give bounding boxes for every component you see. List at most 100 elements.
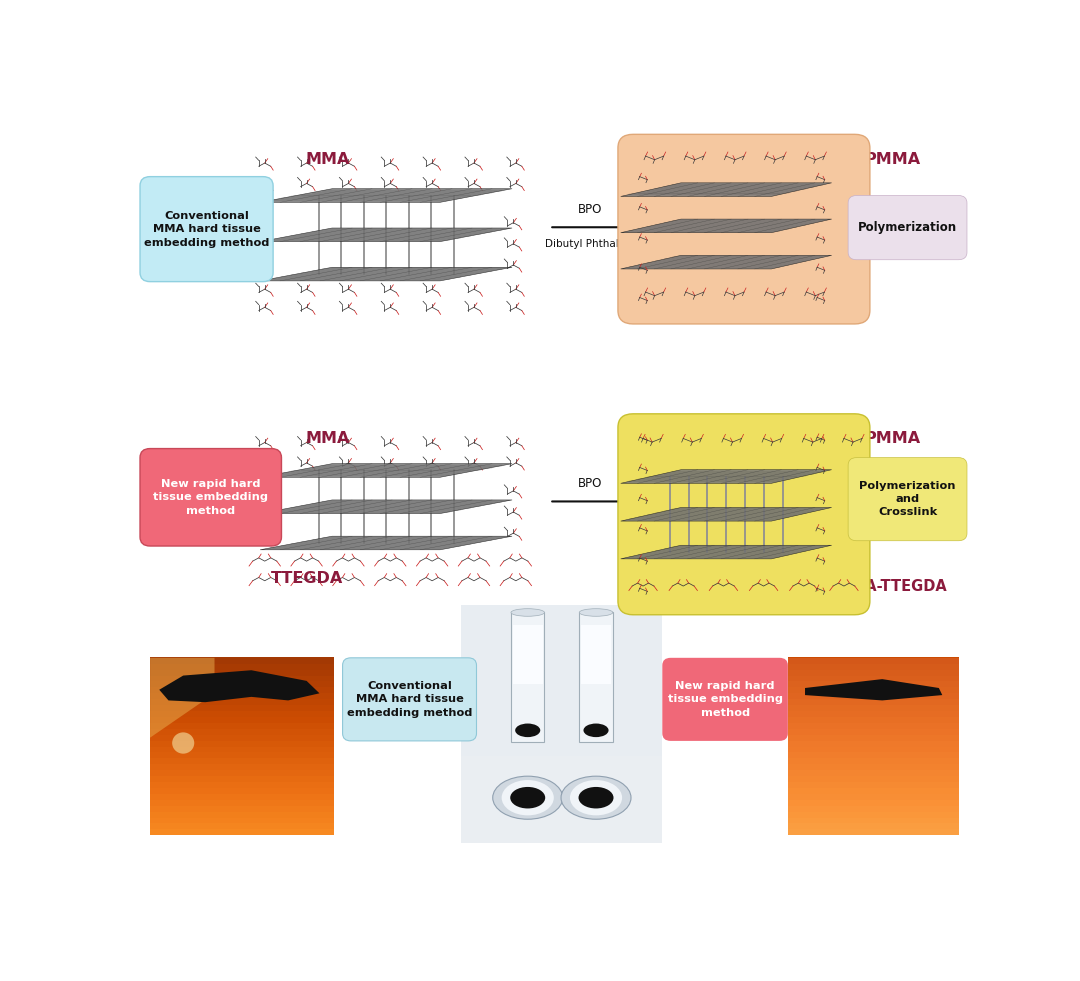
Bar xyxy=(788,734,959,741)
FancyBboxPatch shape xyxy=(618,414,869,615)
Bar xyxy=(788,728,959,735)
Text: PMMA: PMMA xyxy=(864,432,920,446)
Ellipse shape xyxy=(570,780,622,815)
Bar xyxy=(150,710,334,717)
Bar xyxy=(513,626,543,684)
Bar xyxy=(788,657,959,664)
Ellipse shape xyxy=(172,733,194,753)
Bar xyxy=(150,746,334,752)
Bar xyxy=(511,612,544,743)
Bar xyxy=(150,781,334,788)
Bar xyxy=(150,740,334,747)
Bar xyxy=(788,663,959,670)
Polygon shape xyxy=(621,255,832,269)
Bar xyxy=(788,763,959,770)
Polygon shape xyxy=(621,545,832,559)
Ellipse shape xyxy=(561,776,631,819)
Bar xyxy=(150,775,334,782)
Polygon shape xyxy=(260,188,512,202)
FancyBboxPatch shape xyxy=(848,457,967,541)
Bar xyxy=(788,687,959,694)
Polygon shape xyxy=(260,267,512,281)
Ellipse shape xyxy=(583,724,608,737)
Bar xyxy=(788,811,959,817)
FancyBboxPatch shape xyxy=(662,658,788,741)
Bar xyxy=(581,626,611,684)
Bar xyxy=(150,698,334,705)
Ellipse shape xyxy=(579,787,613,808)
Bar xyxy=(788,751,959,758)
Bar xyxy=(788,829,959,836)
Text: New rapid hard
tissue embedding
method: New rapid hard tissue embedding method xyxy=(667,681,783,717)
Bar xyxy=(461,605,662,767)
Bar xyxy=(150,787,334,794)
Bar xyxy=(788,693,959,699)
Bar xyxy=(788,704,959,711)
Bar xyxy=(788,823,959,829)
Bar xyxy=(150,805,334,811)
Bar xyxy=(150,693,334,699)
Text: PMMA: PMMA xyxy=(864,152,920,167)
Bar xyxy=(150,829,334,836)
Bar xyxy=(788,698,959,705)
Bar xyxy=(150,675,334,682)
Bar xyxy=(788,658,959,836)
Polygon shape xyxy=(260,537,512,549)
Bar xyxy=(150,728,334,735)
Bar xyxy=(461,756,662,843)
Bar xyxy=(788,740,959,747)
Polygon shape xyxy=(805,679,942,700)
Bar xyxy=(788,805,959,811)
Text: Conventional
MMA hard tissue
embedding method: Conventional MMA hard tissue embedding m… xyxy=(144,211,269,248)
Bar xyxy=(150,669,334,676)
Polygon shape xyxy=(621,507,832,521)
Bar xyxy=(150,716,334,723)
Polygon shape xyxy=(621,182,832,196)
Bar xyxy=(150,687,334,694)
Bar xyxy=(788,794,959,800)
Bar xyxy=(150,757,334,764)
Bar xyxy=(788,681,959,688)
Text: MMA: MMA xyxy=(306,432,350,446)
Text: MMA-TTEGDA: MMA-TTEGDA xyxy=(837,579,948,594)
FancyBboxPatch shape xyxy=(140,448,282,546)
Ellipse shape xyxy=(579,608,612,616)
Bar xyxy=(150,722,334,729)
Bar xyxy=(788,669,959,676)
Bar xyxy=(788,716,959,723)
Text: Conventional
MMA hard tissue
embedding method: Conventional MMA hard tissue embedding m… xyxy=(347,681,472,717)
Polygon shape xyxy=(159,670,320,702)
Bar xyxy=(150,817,334,823)
Ellipse shape xyxy=(511,608,544,616)
Polygon shape xyxy=(621,470,832,484)
Bar xyxy=(150,734,334,741)
Bar xyxy=(150,657,334,664)
Bar xyxy=(788,800,959,805)
Bar xyxy=(150,811,334,817)
Ellipse shape xyxy=(492,776,563,819)
Bar xyxy=(788,775,959,782)
Text: Polymerization: Polymerization xyxy=(858,221,957,234)
Bar xyxy=(788,746,959,752)
Bar xyxy=(788,781,959,788)
Polygon shape xyxy=(260,464,512,478)
Ellipse shape xyxy=(501,780,554,815)
Bar xyxy=(150,704,334,711)
Bar xyxy=(579,612,612,743)
Bar xyxy=(788,769,959,776)
Bar xyxy=(150,769,334,776)
Polygon shape xyxy=(150,658,215,738)
Ellipse shape xyxy=(515,724,540,737)
Bar xyxy=(150,823,334,829)
Ellipse shape xyxy=(510,787,545,808)
Bar xyxy=(150,794,334,800)
Text: BPO: BPO xyxy=(578,203,602,216)
Text: BPO: BPO xyxy=(578,477,602,490)
Text: Polymerization
and
Crosslink: Polymerization and Crosslink xyxy=(860,482,956,517)
Bar xyxy=(150,663,334,670)
Bar xyxy=(788,675,959,682)
FancyBboxPatch shape xyxy=(342,658,476,741)
FancyBboxPatch shape xyxy=(848,195,967,260)
Text: Dibutyl Phthalate: Dibutyl Phthalate xyxy=(544,238,635,248)
Bar xyxy=(788,757,959,764)
